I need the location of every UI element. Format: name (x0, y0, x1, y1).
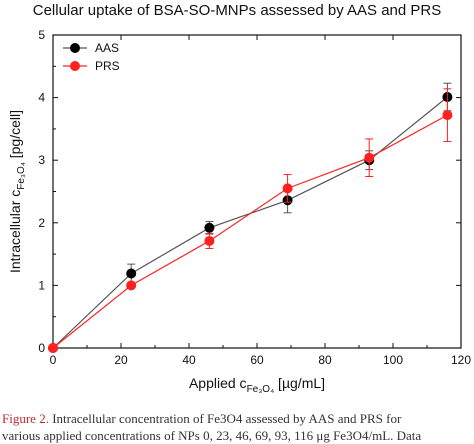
y-tick-label: 2 (38, 216, 45, 230)
y-tick-label: 0 (38, 341, 45, 355)
x-tick-label: 40 (182, 353, 196, 367)
data-point-aas (204, 222, 215, 233)
legend: AAS PRS (63, 41, 120, 73)
data-point-prs (48, 343, 58, 353)
x-tick-label: 60 (250, 353, 264, 367)
legend-label-prs: PRS (95, 59, 120, 73)
y-tick-label: 1 (38, 278, 45, 292)
data-point-prs (282, 183, 293, 194)
data-point-prs (442, 110, 453, 121)
x-tick-label: 0 (50, 353, 57, 367)
plot-area: 0 20 40 60 80 100 120 0 1 2 3 4 5 Applied cFe₃O₄ [µg/… (7, 28, 471, 395)
y-axis-label: Intracellular cFe₃O₄ [pg/cell] (7, 110, 27, 273)
x-tick-label: 100 (383, 353, 403, 367)
chart-title: Cellular uptake of BSA-SO-MNPs assessed … (32, 2, 442, 19)
data-point-prs (364, 152, 375, 163)
series-line-aas (52, 96, 448, 349)
figure-caption: Figure 2. Intracellular concentration of… (2, 410, 474, 444)
legend-label-aas: AAS (95, 41, 119, 55)
data-point-prs (126, 280, 137, 291)
series-prs (48, 88, 453, 353)
y-tick-label: 3 (38, 153, 45, 167)
plot-frame (52, 34, 462, 349)
legend-marker-aas (70, 43, 80, 53)
series-layer (48, 82, 453, 353)
y-tick-label: 5 (38, 28, 45, 42)
x-axis-label: Applied cFe₃O₄ [µg/mL] (189, 375, 325, 395)
axes: 0 20 40 60 80 100 120 0 1 2 3 4 5 Applied cFe₃O₄ [µg/… (7, 28, 471, 395)
caption-figure-label: Figure 2. (2, 411, 49, 426)
x-tick-label: 80 (318, 353, 332, 367)
data-point-aas (126, 268, 137, 279)
caption-line-2: various applied concentrations of NPs 0,… (2, 428, 422, 443)
caption-line-1: Figure 2. Intracellular concentration of… (2, 410, 474, 427)
series-aas (48, 82, 453, 353)
y-tick-label: 4 (38, 91, 45, 105)
x-tick-label: 20 (114, 353, 128, 367)
series-line-prs (52, 114, 448, 349)
caption-text-1: Intracellular concentration of Fe3O4 ass… (48, 411, 402, 426)
legend-marker-prs (70, 61, 80, 71)
data-point-prs (204, 235, 215, 246)
x-tick-label: 120 (451, 353, 471, 367)
